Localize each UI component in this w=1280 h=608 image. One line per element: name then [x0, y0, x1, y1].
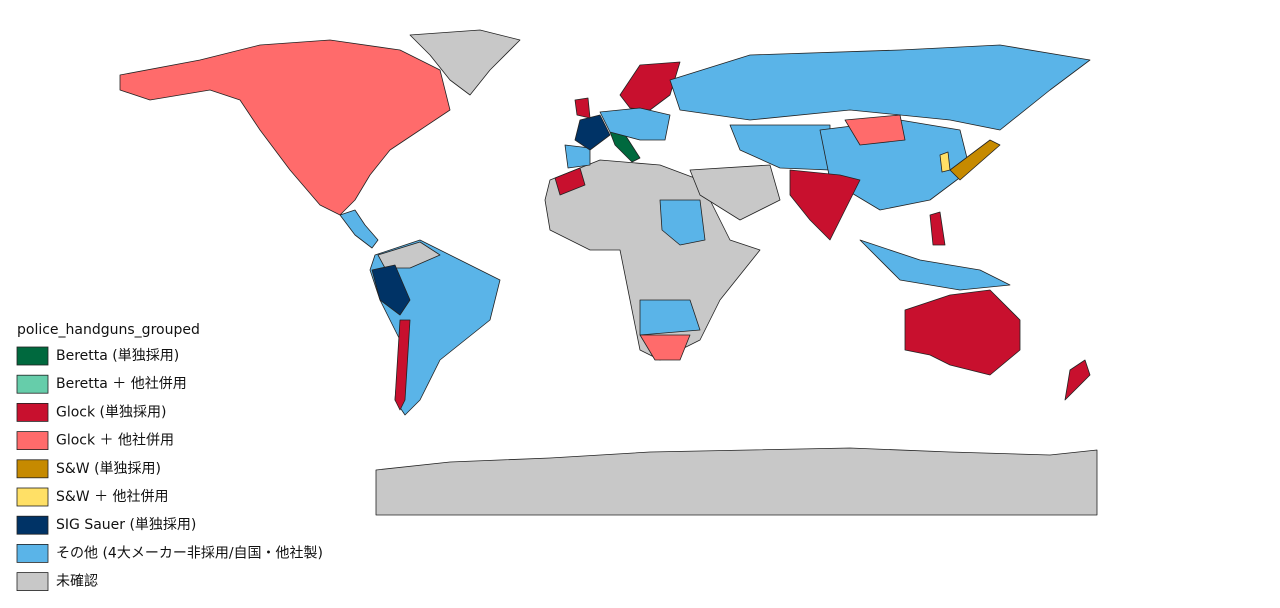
legend-swatch [16, 515, 49, 535]
legend-swatch [16, 572, 49, 591]
chile [394, 319, 411, 411]
legend-swatch [16, 374, 49, 394]
legend-label: Beretta ＋ 他社併用 [56, 376, 187, 392]
legend-label: Glock (単独採用) [56, 404, 166, 420]
africa-east [659, 199, 706, 246]
world-map [119, 29, 1098, 516]
north-america [119, 39, 451, 216]
korea [939, 151, 951, 173]
japan [949, 139, 1001, 181]
middle-east [689, 164, 781, 221]
philippines [929, 211, 946, 246]
legend-swatch [16, 544, 49, 563]
africa-south [639, 299, 701, 336]
india [789, 169, 861, 241]
south-africa [639, 334, 691, 361]
scandinavia [619, 61, 681, 111]
morocco [554, 167, 586, 196]
central-america [339, 209, 379, 249]
legend: Beretta (単独採用) Beretta ＋ 他社併用 Glock (単独採用)… [16, 346, 323, 591]
france [574, 114, 611, 151]
peru [371, 264, 411, 316]
legend-label: その他 (4大メーカー非採用/自国・他社製) [56, 545, 323, 561]
legend-label: S&W ＋ 他社併用 [56, 489, 169, 505]
legend-label: Glock ＋ 他社併用 [56, 433, 174, 449]
southeast-asia [859, 239, 1011, 291]
antarctica [375, 447, 1098, 516]
legend-swatch [16, 487, 49, 507]
legend-swatch [16, 402, 49, 422]
central-asia [729, 124, 831, 171]
spain [564, 144, 591, 169]
central-europe [599, 107, 671, 141]
legend-label: S&W (単独採用) [56, 461, 161, 477]
legend-title: police_handguns_grouped [17, 322, 200, 338]
legend-swatch [16, 346, 49, 366]
legend-swatch [16, 459, 49, 479]
legend-label: Beretta (単独採用) [56, 348, 179, 364]
mongolia [844, 114, 906, 146]
russia [669, 44, 1091, 131]
australia [904, 289, 1021, 376]
greenland [409, 29, 521, 96]
legend-swatch [16, 431, 49, 451]
legend-label: 未確認 [56, 574, 98, 590]
legend-label: SIG Sauer (単独採用) [56, 517, 196, 533]
uk [574, 97, 591, 119]
new-zealand [1064, 359, 1091, 401]
south-america-north [377, 241, 441, 269]
